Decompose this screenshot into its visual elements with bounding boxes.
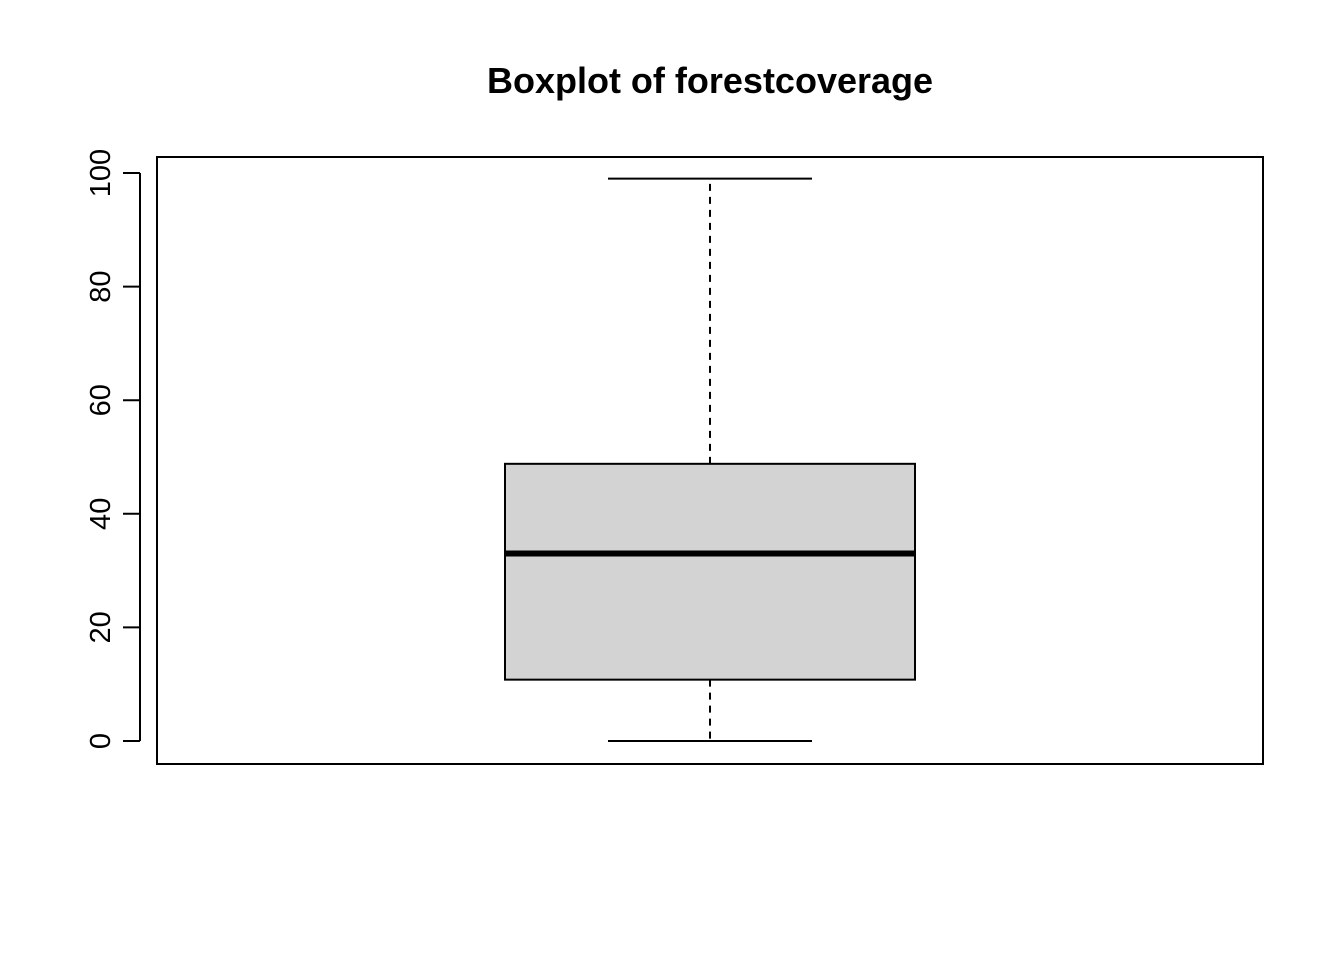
y-tick-label-80: 80 [85,270,117,302]
y-tick-label-40: 40 [85,498,117,530]
plot-area-frame [156,156,1264,765]
chart-title: Boxplot of forestcoverage [487,60,933,101]
y-axis: 0 20 40 60 80 100 [85,149,141,749]
y-ticks: 0 20 40 60 80 100 [85,149,140,749]
y-tick-label-0: 0 [85,733,117,749]
y-tick-label-100: 100 [85,149,117,197]
interquartile-box [504,462,916,681]
y-tick-label-20: 20 [85,611,117,643]
y-tick-label-60: 60 [85,384,117,416]
box-plot [504,177,916,742]
